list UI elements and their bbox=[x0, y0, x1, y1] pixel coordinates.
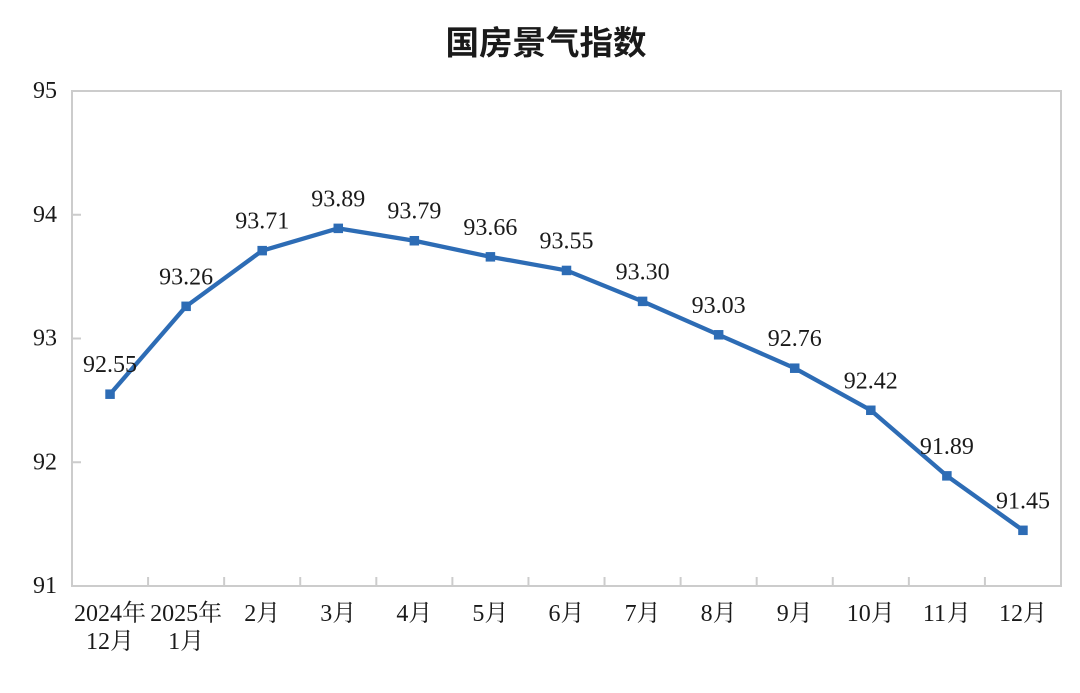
svg-text:1: 1 bbox=[168, 629, 180, 655]
svg-text:2024: 2024 bbox=[74, 601, 122, 627]
svg-text:9: 9 bbox=[777, 601, 789, 627]
svg-text:10: 10 bbox=[847, 601, 871, 627]
svg-text:93.66: 93.66 bbox=[463, 215, 517, 241]
svg-text:5: 5 bbox=[472, 601, 484, 627]
svg-text:91.45: 91.45 bbox=[996, 488, 1050, 514]
svg-text:6: 6 bbox=[549, 601, 561, 627]
svg-text:2: 2 bbox=[244, 601, 256, 627]
svg-text:12: 12 bbox=[999, 601, 1023, 627]
svg-text:93.71: 93.71 bbox=[235, 209, 289, 235]
svg-text:92: 92 bbox=[33, 449, 57, 475]
svg-text:93.03: 93.03 bbox=[692, 293, 746, 319]
svg-text:3: 3 bbox=[320, 601, 332, 627]
svg-text:7: 7 bbox=[625, 601, 637, 627]
svg-text:92.76: 92.76 bbox=[768, 326, 822, 352]
svg-text:93.30: 93.30 bbox=[616, 259, 670, 285]
svg-text:12: 12 bbox=[86, 629, 110, 655]
svg-text:93: 93 bbox=[33, 326, 57, 352]
svg-text:11: 11 bbox=[923, 601, 946, 627]
svg-text:93.55: 93.55 bbox=[540, 228, 594, 254]
svg-text:2025: 2025 bbox=[150, 601, 198, 627]
svg-text:91.89: 91.89 bbox=[920, 434, 974, 460]
svg-text:92.42: 92.42 bbox=[844, 368, 898, 394]
svg-text:93.89: 93.89 bbox=[311, 186, 365, 212]
svg-text:94: 94 bbox=[33, 202, 57, 228]
svg-text:4: 4 bbox=[396, 601, 408, 627]
svg-text:8: 8 bbox=[701, 601, 713, 627]
svg-text:91: 91 bbox=[33, 573, 57, 599]
svg-text:95: 95 bbox=[33, 78, 57, 104]
svg-text:93.26: 93.26 bbox=[159, 264, 213, 290]
svg-text:92.55: 92.55 bbox=[83, 352, 137, 378]
svg-text:93.79: 93.79 bbox=[387, 199, 441, 225]
